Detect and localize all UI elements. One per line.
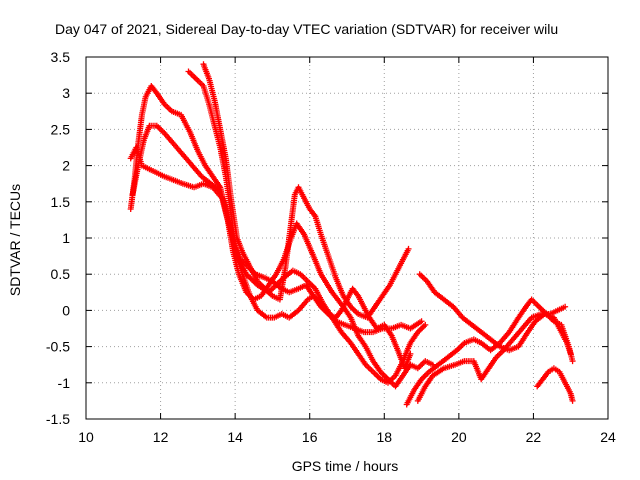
data-point — [569, 358, 576, 365]
data-point — [422, 321, 429, 328]
x-tick-label: 20 — [451, 429, 467, 445]
series-track-9 — [534, 365, 576, 404]
data-points — [127, 61, 576, 408]
axis-ticks: 10 12 14 16 18 20 22 24 -1.5 -1 -0.5 0 0.5 1 1.5 2 2.5 3 3… — [46, 49, 616, 445]
y-tick-label: -0.5 — [46, 339, 70, 355]
x-tick-label: 12 — [153, 429, 169, 445]
y-tick-label: 2.5 — [51, 121, 71, 137]
y-axis-title: SDTVAR / TECUs — [7, 184, 23, 296]
x-tick-label: 18 — [376, 429, 392, 445]
series-track-7 — [403, 296, 576, 408]
x-tick-label: 14 — [227, 429, 243, 445]
series-track-3 — [127, 144, 425, 336]
y-tick-label: -1 — [58, 375, 71, 391]
series-track-8 — [414, 303, 569, 404]
y-tick-label: 1 — [62, 230, 70, 246]
x-tick-label: 24 — [600, 429, 616, 445]
x-tick-label: 16 — [302, 429, 318, 445]
y-tick-label: 0.5 — [51, 266, 71, 282]
y-tick-label: 1.5 — [51, 194, 71, 210]
y-tick-label: 3.5 — [51, 49, 71, 65]
series-track-5 — [200, 61, 412, 321]
series-track-1 — [127, 83, 436, 390]
data-point — [407, 350, 414, 357]
x-tick-label: 10 — [78, 429, 94, 445]
gridlines — [86, 57, 608, 419]
chart-title: Day 047 of 2021, Sidereal Day-to-day VTE… — [55, 21, 558, 37]
data-point — [405, 245, 412, 252]
x-axis-title: GPS time / hours — [292, 458, 399, 474]
y-tick-label: 2 — [62, 158, 70, 174]
data-point — [562, 303, 569, 310]
data-point — [569, 397, 576, 404]
y-tick-label: -1.5 — [46, 411, 70, 427]
y-tick-label: 3 — [62, 85, 70, 101]
data-point — [418, 318, 425, 325]
y-tick-label: 0 — [62, 302, 70, 318]
x-tick-label: 22 — [526, 429, 542, 445]
